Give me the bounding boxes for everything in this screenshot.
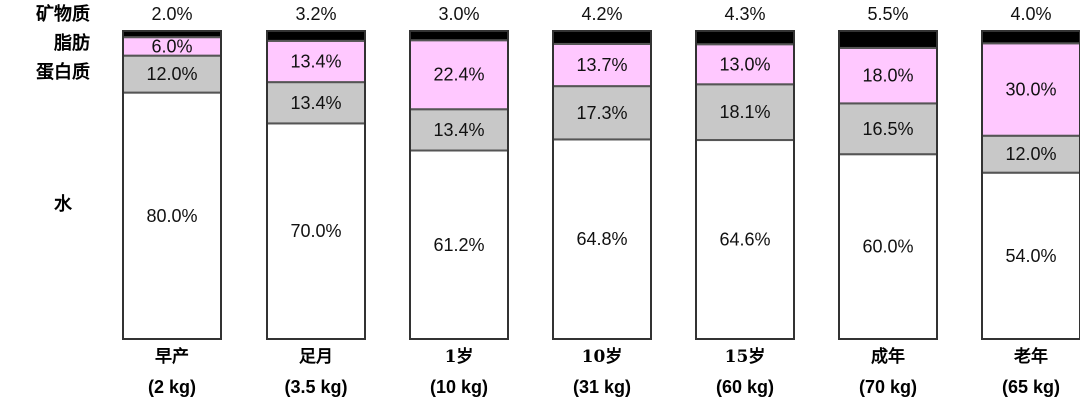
bar-segment-protein — [838, 102, 938, 156]
value-label-water: 61.2% — [433, 235, 484, 255]
value-label-protein: 18.1% — [719, 102, 770, 122]
value-label-mineral: 2.0% — [151, 4, 192, 24]
row-label-protein: 蛋白质 — [36, 61, 90, 83]
category-label: 足月 — [299, 347, 333, 367]
row-label-fat: 脂肪 — [54, 32, 90, 54]
bar-outline — [838, 30, 938, 340]
bar-outline — [552, 30, 652, 340]
value-label-mineral: 3.0% — [438, 4, 479, 24]
bar-segment-mineral — [409, 30, 509, 42]
category-weight-label: (70 kg) — [859, 377, 917, 397]
value-label-protein: 13.4% — [290, 93, 341, 113]
row-labels: 矿物质 脂肪 蛋白质 水 — [36, 3, 90, 215]
bar-segment-mineral — [266, 30, 366, 42]
bar-segment-mineral — [695, 30, 795, 46]
category-weight-label: (31 kg) — [573, 377, 631, 397]
bar-segment-protein — [552, 85, 652, 141]
category-weight-label: (3.5 kg) — [284, 377, 347, 397]
value-label-mineral: 3.2% — [295, 4, 336, 24]
value-label-water: 80.0% — [146, 206, 197, 226]
bar-outline — [122, 30, 222, 340]
bar-segment-water — [122, 91, 222, 340]
value-label-fat: 18.0% — [862, 66, 913, 86]
value-label-water: 54.0% — [1005, 246, 1056, 266]
value-label-water: 60.0% — [862, 237, 913, 257]
category-label: 15岁 — [725, 346, 766, 367]
value-label-fat: 13.4% — [290, 51, 341, 71]
bar-segment-water — [695, 139, 795, 340]
value-label-mineral: 4.0% — [1010, 4, 1051, 24]
bar-outline — [409, 30, 509, 340]
value-label-protein: 12.0% — [1005, 144, 1056, 164]
bars: 80.0% 12.0% 6.0% 2.0% 早产 (2 kg) 70.0% 13.4% 13.4… — [122, 4, 1080, 397]
category-label: 1岁 — [445, 346, 474, 367]
category-weight-label: (60 kg) — [716, 377, 774, 397]
bar-segment-protein — [695, 83, 795, 142]
value-label-fat: 6.0% — [151, 36, 192, 56]
value-label-water: 64.6% — [719, 230, 770, 250]
value-label-protein: 12.0% — [146, 64, 197, 84]
value-label-protein: 13.4% — [433, 120, 484, 140]
row-label-water: 水 — [54, 193, 73, 215]
bar-segment-fat — [552, 42, 652, 88]
bar-outline — [266, 30, 366, 340]
value-label-fat: 22.4% — [433, 65, 484, 85]
category-label: 老年 — [1013, 346, 1048, 367]
value-label-fat: 30.0% — [1005, 80, 1056, 100]
bar-segment-water — [409, 149, 509, 340]
value-label-mineral: 4.2% — [581, 4, 622, 24]
category-weight-label: (10 kg) — [430, 377, 488, 397]
bar-segment-protein — [122, 54, 222, 94]
category-weight-label: (65 kg) — [1002, 377, 1060, 397]
value-label-mineral: 4.3% — [724, 4, 765, 24]
value-label-water: 70.0% — [290, 221, 341, 241]
value-label-mineral: 5.5% — [867, 4, 908, 24]
category-weight-label: (2 kg) — [148, 377, 196, 397]
value-label-protein: 17.3% — [576, 103, 627, 123]
value-label-protein: 16.5% — [862, 119, 913, 139]
category-label: 成年 — [871, 346, 905, 367]
value-label-fat: 13.0% — [719, 54, 770, 74]
bar-segment-mineral — [981, 30, 1080, 45]
category-label: 早产 — [155, 346, 189, 367]
bar-segment-mineral — [838, 30, 938, 49]
bar-segment-water — [838, 153, 938, 340]
bar-outline — [695, 30, 795, 340]
value-label-water: 64.8% — [576, 229, 627, 249]
bar-segment-fat — [981, 42, 1080, 137]
value-label-fat: 13.7% — [576, 55, 627, 75]
row-label-mineral: 矿物质 — [36, 3, 90, 25]
category-label: 10岁 — [582, 346, 623, 367]
bar-outline — [981, 30, 1080, 340]
bar-segment-water — [981, 171, 1080, 340]
bar-segment-mineral — [552, 30, 652, 45]
